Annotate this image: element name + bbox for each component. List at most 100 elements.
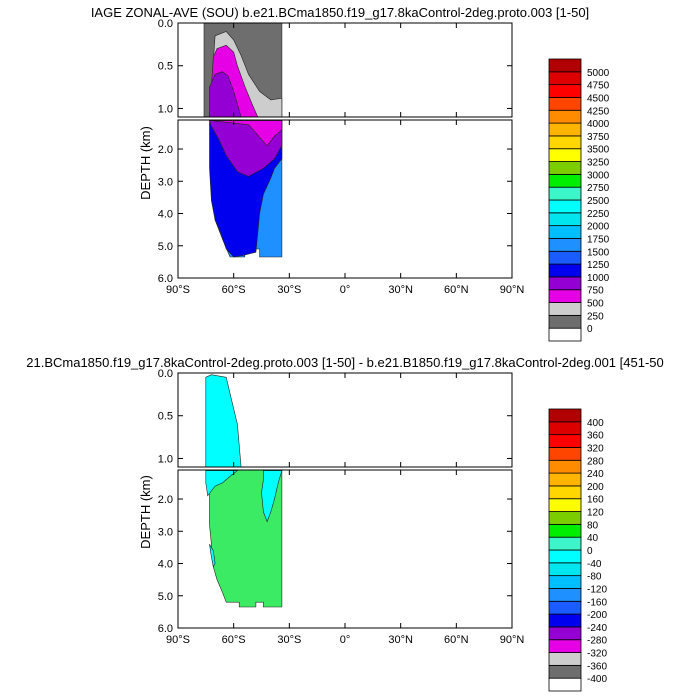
colorbar-swatch xyxy=(548,549,582,564)
colorbar-swatch xyxy=(548,664,582,679)
colorbar-label: 4250 xyxy=(587,106,610,117)
y-tick-label: 4.0 xyxy=(158,209,173,221)
colorbar-swatch xyxy=(548,212,582,227)
contour-regions xyxy=(203,23,283,258)
colorbar-label: 2750 xyxy=(587,183,610,194)
colorbar-swatch xyxy=(548,161,582,175)
contour-region xyxy=(211,120,283,147)
colorbar-swatch xyxy=(548,173,582,188)
colorbar-label: 1250 xyxy=(587,260,610,271)
x-tick-label: 90°N xyxy=(500,284,525,296)
x-tick-label: 60°S xyxy=(222,284,246,296)
colorbar-swatch xyxy=(548,84,582,98)
colorbar-swatch xyxy=(548,588,582,602)
axes: 90°S 60°S 30°S 0° 30°N 60°N 90°N 0.0 0.5 1.0 2.0 3.… xyxy=(158,18,525,296)
colorbar-label: -80 xyxy=(587,572,602,583)
colorbar-swatch xyxy=(548,485,582,500)
y-tick-label: 2.0 xyxy=(158,144,173,156)
colorbar-swatch xyxy=(548,238,582,252)
colorbar-swatch xyxy=(548,109,582,124)
colorbar-label: 2500 xyxy=(587,196,610,207)
colorbar-label: 200 xyxy=(587,482,604,493)
y-axis-label: DEPTH (km) xyxy=(138,475,153,549)
colorbar-label: 1500 xyxy=(587,247,610,258)
x-tick-label: 90°S xyxy=(166,284,190,296)
colorbar-swatch xyxy=(548,575,582,589)
colorbar-label: 250 xyxy=(587,311,604,322)
colorbar-swatch xyxy=(548,314,582,329)
colorbar-swatch xyxy=(548,302,582,316)
colorbar-swatch xyxy=(548,677,582,692)
colorbar-swatch xyxy=(548,498,582,512)
colorbar-label: 3000 xyxy=(587,170,610,181)
colorbar-swatch xyxy=(548,447,582,461)
y-tick-label: 0.0 xyxy=(158,368,173,380)
colorbar-swatch xyxy=(548,289,582,303)
colorbar-label: 240 xyxy=(587,469,604,480)
colorbar-swatch xyxy=(548,472,582,487)
panel-2: 21.BCma1850.f19_g17.8kaControl-2deg.prot… xyxy=(26,355,664,692)
colorbar-swatch xyxy=(548,613,582,628)
colorbar-swatch xyxy=(548,148,582,162)
colorbar-label: 2000 xyxy=(587,222,610,233)
colorbar-label: 360 xyxy=(587,431,604,442)
colorbar-label: -280 xyxy=(587,636,607,647)
y-tick-label: 4.0 xyxy=(158,559,173,571)
colorbar-label: 400 xyxy=(587,418,604,429)
axes: 90°S 60°S 30°S 0° 30°N 60°N 90°N 0.0 0.5 1.0 2.0 3.… xyxy=(158,368,525,646)
colorbar-label: 80 xyxy=(587,520,599,531)
colorbar-label: -360 xyxy=(587,661,607,672)
x-tick-label: 0° xyxy=(340,284,351,296)
colorbar-label: 750 xyxy=(587,286,604,297)
colorbar-label: -40 xyxy=(587,559,602,570)
colorbar-label: 280 xyxy=(587,456,604,467)
colorbar-label: 120 xyxy=(587,508,604,519)
y-tick-label: 5.0 xyxy=(158,591,173,603)
colorbar-label: 4000 xyxy=(587,119,610,130)
colorbar-swatch xyxy=(548,327,582,342)
y-tick-label: 3.0 xyxy=(158,526,173,538)
colorbar-label: 3250 xyxy=(587,158,610,169)
colorbar-label: 4500 xyxy=(587,93,610,104)
x-tick-label: 60°N xyxy=(444,284,469,296)
colorbar-swatch xyxy=(548,626,582,641)
colorbar-label: 3500 xyxy=(587,145,610,156)
contour-region xyxy=(209,71,242,117)
contour-region xyxy=(261,470,283,523)
x-tick-label: 30°N xyxy=(388,634,413,646)
colorbar-swatch xyxy=(548,263,582,278)
panel-1: IAGE ZONAL-AVE (SOU) b.e21.BCma1850.f19_… xyxy=(91,5,610,342)
x-tick-label: 90°S xyxy=(166,634,190,646)
colorbar-label: 1000 xyxy=(587,273,610,284)
colorbar-label: -160 xyxy=(587,597,607,608)
y-tick-label: 0.5 xyxy=(158,61,173,73)
y-tick-label: 6.0 xyxy=(158,273,173,285)
colorbar-swatch xyxy=(548,71,582,86)
colorbar-label: -240 xyxy=(587,623,607,634)
colorbar-swatch xyxy=(548,58,582,73)
colorbar-swatch xyxy=(548,421,582,436)
colorbar-swatch xyxy=(548,122,582,137)
y-tick-label: 5.0 xyxy=(158,241,173,253)
y-tick-label: 0.5 xyxy=(158,411,173,423)
y-tick-label: 6.0 xyxy=(158,623,173,635)
y-tick-label: 0.0 xyxy=(158,18,173,30)
colorbar-swatch xyxy=(548,186,582,201)
x-tick-label: 0° xyxy=(340,634,351,646)
colorbar-swatch xyxy=(548,639,582,653)
colorbar-label: 0 xyxy=(587,324,593,335)
colorbar-label: -120 xyxy=(587,584,607,595)
colorbar-swatch xyxy=(548,511,582,525)
colorbar-label: 40 xyxy=(587,533,599,544)
contour-region xyxy=(205,470,239,497)
colorbar-label: 4750 xyxy=(587,81,610,92)
colorbar-label: 0 xyxy=(587,546,593,557)
colorbar-label: 320 xyxy=(587,443,604,454)
chart-title: 21.BCma1850.f19_g17.8kaControl-2deg.prot… xyxy=(26,355,663,370)
y-tick-label: 2.0 xyxy=(158,494,173,506)
colorbar-swatch xyxy=(548,250,582,265)
colorbar-label: 5000 xyxy=(587,68,610,79)
colorbar-swatch xyxy=(548,199,582,214)
colorbar-label: -320 xyxy=(587,649,607,660)
